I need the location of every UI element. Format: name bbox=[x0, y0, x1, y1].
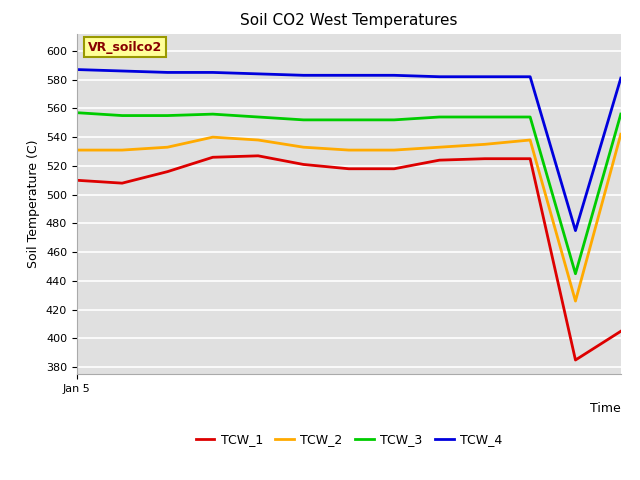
Y-axis label: Soil Temperature (C): Soil Temperature (C) bbox=[28, 140, 40, 268]
Text: Time: Time bbox=[590, 402, 621, 415]
Legend: TCW_1, TCW_2, TCW_3, TCW_4: TCW_1, TCW_2, TCW_3, TCW_4 bbox=[191, 428, 507, 451]
Title: Soil CO2 West Temperatures: Soil CO2 West Temperatures bbox=[240, 13, 458, 28]
Text: VR_soilco2: VR_soilco2 bbox=[88, 41, 162, 54]
